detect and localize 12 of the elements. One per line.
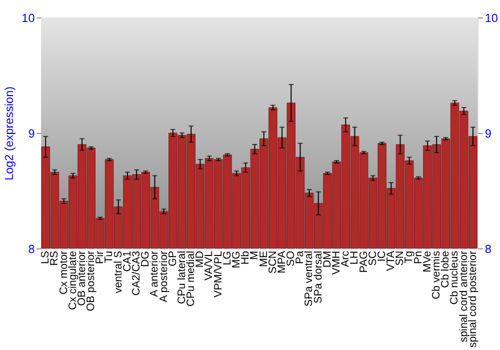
y-axis-title: Log2 (expression) xyxy=(2,86,16,180)
y-tick-label: 9 xyxy=(28,127,35,140)
x-tick-label: MVe xyxy=(421,250,434,272)
x-tick-label: CA2/CA3 xyxy=(130,250,142,296)
x-tick-label: RS xyxy=(48,250,61,266)
x-tick-label: Tg xyxy=(403,250,416,264)
y-tick-label: 8 xyxy=(28,242,36,256)
y-tick-label: 10 xyxy=(22,12,36,25)
y2-tick-label: 9 xyxy=(484,127,492,140)
y2-tick-label: 8 xyxy=(484,242,492,256)
y2-tick-label: 10 xyxy=(484,12,498,25)
x-tick-label: OB posterior xyxy=(85,250,98,312)
